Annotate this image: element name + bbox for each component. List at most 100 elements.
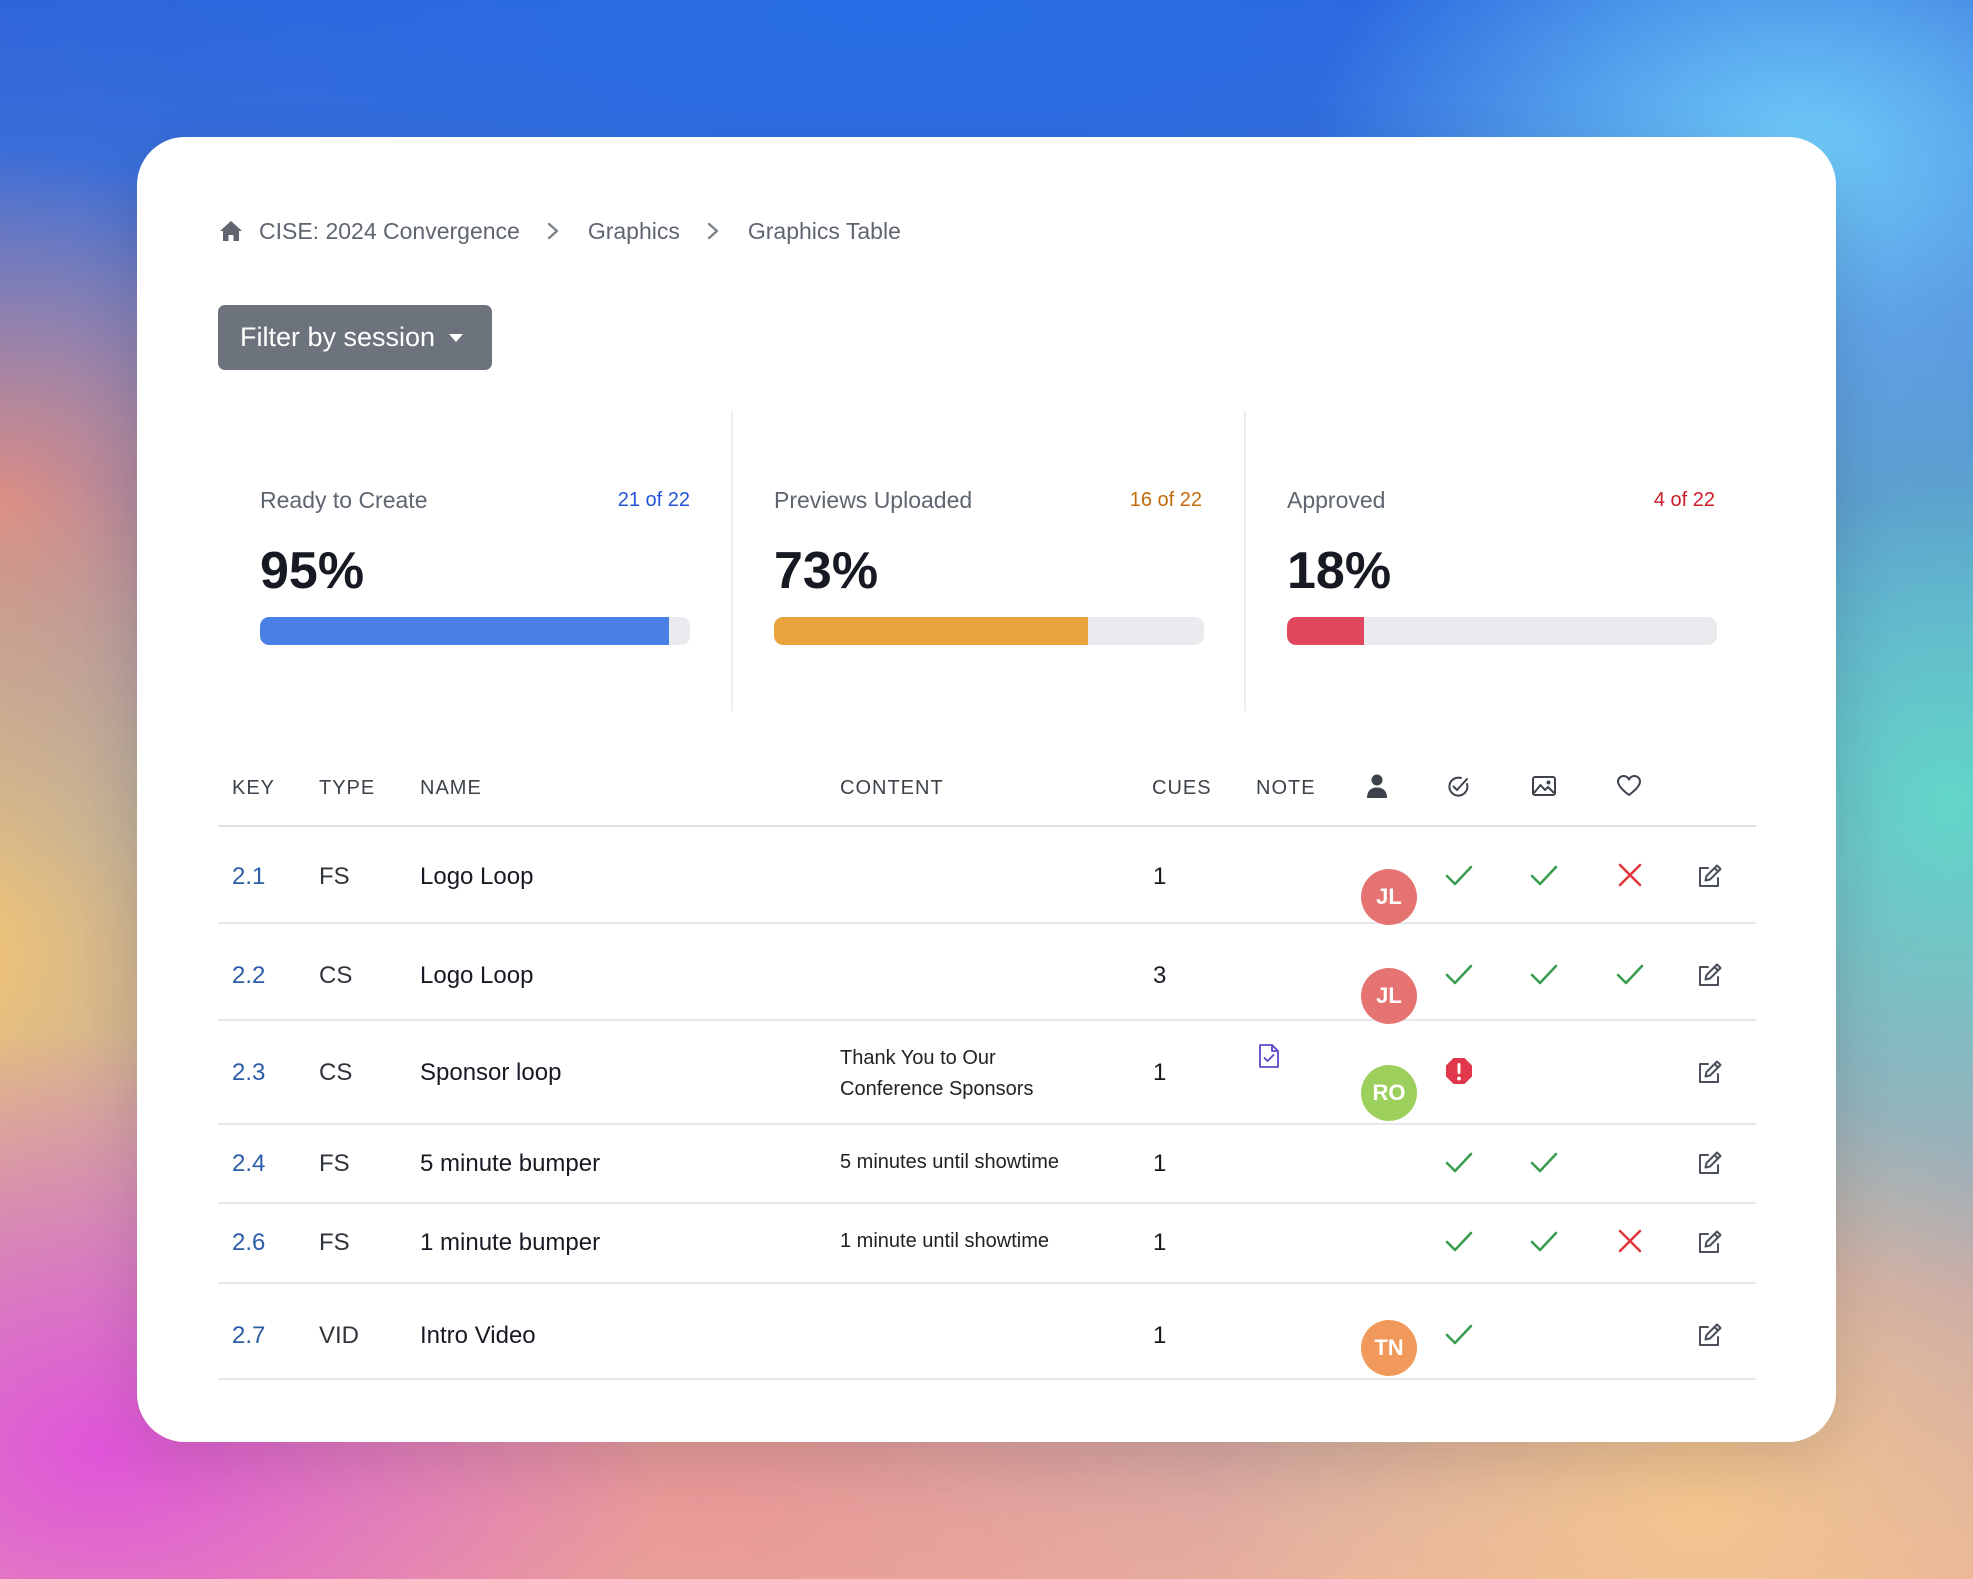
stat-percent: 73% bbox=[774, 542, 879, 600]
stat-percent: 95% bbox=[260, 542, 365, 600]
image-icon bbox=[1531, 773, 1557, 799]
stat-label: Previews Uploaded bbox=[774, 487, 973, 513]
check-circle-icon bbox=[1445, 773, 1471, 799]
row-key-link[interactable]: 2.4 bbox=[232, 1150, 266, 1177]
stat-approved: Approved 4 of 22 18% bbox=[1244, 411, 1756, 711]
check-icon bbox=[1443, 1318, 1475, 1350]
stat-count: 21 of 22 bbox=[617, 489, 690, 511]
row-name: Logo Loop bbox=[420, 962, 534, 989]
x-icon bbox=[1614, 859, 1646, 891]
table-row[interactable]: 2.3 CS Sponsor loop Thank You to Our Confer… bbox=[218, 1021, 1756, 1125]
row-key-link[interactable]: 2.2 bbox=[232, 962, 266, 989]
column-header-key[interactable]: KEY bbox=[232, 777, 276, 799]
check-icon bbox=[1443, 1146, 1475, 1178]
row-type: FS bbox=[319, 1229, 350, 1256]
row-key-link[interactable]: 2.7 bbox=[232, 1322, 266, 1349]
table-header: KEY TYPE NAME CONTENT CUES NOTE bbox=[218, 774, 1756, 827]
stat-percent: 18% bbox=[1287, 542, 1392, 600]
x-icon bbox=[1614, 1225, 1646, 1257]
caret-down-icon bbox=[449, 333, 464, 342]
breadcrumb-item-project[interactable]: CISE: 2024 Convergence bbox=[259, 217, 520, 244]
row-name: Logo Loop bbox=[420, 863, 534, 890]
column-header-content[interactable]: CONTENT bbox=[840, 777, 944, 799]
breadcrumb-item-graphics[interactable]: Graphics bbox=[587, 217, 680, 244]
row-cues: 1 bbox=[1153, 1322, 1167, 1349]
stat-count: 16 of 22 bbox=[1129, 489, 1202, 511]
note-document-icon[interactable] bbox=[1258, 1043, 1280, 1069]
person-icon bbox=[1364, 773, 1390, 799]
column-header-name[interactable]: NAME bbox=[420, 777, 482, 799]
edit-icon[interactable] bbox=[1696, 1228, 1724, 1256]
avatar[interactable]: TN bbox=[1361, 1320, 1417, 1376]
chevron-right-icon bbox=[706, 221, 720, 241]
stat-ready-to-create: Ready to Create 21 of 22 95% bbox=[219, 411, 731, 711]
check-icon bbox=[1614, 958, 1646, 990]
edit-icon[interactable] bbox=[1696, 862, 1724, 890]
avatar[interactable]: JL bbox=[1361, 869, 1417, 925]
table-body: 2.1 FS Logo Loop 1 JL 2.2 CS Logo Loop 3 JL 2.3 CS S… bbox=[218, 827, 1756, 1380]
row-name: 1 minute bumper bbox=[420, 1229, 601, 1256]
column-header-type[interactable]: TYPE bbox=[319, 777, 376, 799]
table-row[interactable]: 2.6 FS 1 minute bumper 1 minute until showt… bbox=[218, 1204, 1756, 1284]
stat-label: Ready to Create bbox=[260, 487, 428, 513]
filter-label: Filter by session bbox=[240, 322, 436, 352]
row-type: FS bbox=[319, 863, 350, 890]
check-icon bbox=[1443, 859, 1475, 891]
breadcrumb-item-current: Graphics Table bbox=[747, 217, 901, 244]
row-name: 5 minute bumper bbox=[420, 1150, 601, 1177]
progress-fill bbox=[260, 617, 669, 645]
table-row[interactable]: 2.1 FS Logo Loop 1 JL bbox=[218, 827, 1756, 925]
row-type: CS bbox=[319, 1059, 353, 1086]
row-key-link[interactable]: 2.3 bbox=[232, 1059, 266, 1086]
home-icon[interactable] bbox=[219, 220, 243, 242]
row-cues: 1 bbox=[1153, 1229, 1167, 1256]
avatar[interactable]: JL bbox=[1361, 968, 1417, 1024]
check-icon bbox=[1528, 1225, 1560, 1257]
graphics-table: KEY TYPE NAME CONTENT CUES NOTE 2.1 FS Log… bbox=[218, 774, 1756, 1380]
edit-icon[interactable] bbox=[1696, 961, 1724, 989]
row-content: Thank You to Our Conference Sponsors bbox=[840, 1047, 1034, 1100]
alert-icon bbox=[1443, 1055, 1475, 1087]
row-name: Intro Video bbox=[420, 1322, 536, 1349]
table-row[interactable]: 2.2 CS Logo Loop 3 JL bbox=[218, 924, 1756, 1024]
progress-bar bbox=[260, 617, 690, 645]
progress-bar bbox=[1287, 617, 1717, 645]
check-icon bbox=[1443, 958, 1475, 990]
check-icon bbox=[1528, 1146, 1560, 1178]
table-row[interactable]: 2.7 VID Intro Video 1 TN bbox=[218, 1284, 1756, 1380]
row-type: CS bbox=[319, 962, 353, 989]
row-key-link[interactable]: 2.6 bbox=[232, 1229, 266, 1256]
row-name: Sponsor loop bbox=[420, 1059, 562, 1086]
stats-panel: Ready to Create 21 of 22 95% Previews Up… bbox=[219, 411, 1757, 711]
progress-bar bbox=[774, 617, 1204, 645]
check-icon bbox=[1528, 958, 1560, 990]
row-cues: 3 bbox=[1153, 962, 1167, 989]
table-row[interactable]: 2.4 FS 5 minute bumper 5 minutes until show… bbox=[218, 1125, 1756, 1204]
progress-fill bbox=[774, 617, 1088, 645]
row-cues: 1 bbox=[1153, 863, 1167, 890]
check-icon bbox=[1528, 859, 1560, 891]
filter-by-session-dropdown[interactable]: Filter by session bbox=[218, 305, 492, 370]
progress-fill bbox=[1287, 617, 1365, 645]
edit-icon[interactable] bbox=[1696, 1149, 1724, 1177]
row-key-link[interactable]: 2.1 bbox=[232, 863, 266, 890]
heart-icon bbox=[1616, 773, 1642, 799]
breadcrumb: CISE: 2024 Convergence Graphics Graphics… bbox=[219, 215, 901, 247]
stat-previews-uploaded: Previews Uploaded 16 of 22 73% bbox=[731, 411, 1243, 711]
avatar[interactable]: RO bbox=[1361, 1065, 1417, 1121]
row-type: FS bbox=[319, 1150, 350, 1177]
edit-icon[interactable] bbox=[1696, 1058, 1724, 1086]
column-header-cues[interactable]: CUES bbox=[1152, 777, 1212, 799]
row-type: VID bbox=[319, 1322, 360, 1349]
check-icon bbox=[1443, 1225, 1475, 1257]
graphics-card: CISE: 2024 Convergence Graphics Graphics… bbox=[137, 137, 1836, 1442]
column-header-note[interactable]: NOTE bbox=[1256, 777, 1316, 799]
stat-label: Approved bbox=[1287, 487, 1386, 513]
edit-icon[interactable] bbox=[1696, 1321, 1724, 1349]
stat-count: 4 of 22 bbox=[1653, 489, 1715, 511]
row-content: 1 minute until showtime bbox=[840, 1230, 1049, 1252]
row-cues: 1 bbox=[1153, 1150, 1167, 1177]
row-content: 5 minutes until showtime bbox=[840, 1151, 1059, 1173]
row-cues: 1 bbox=[1153, 1059, 1167, 1086]
chevron-right-icon bbox=[546, 221, 560, 241]
